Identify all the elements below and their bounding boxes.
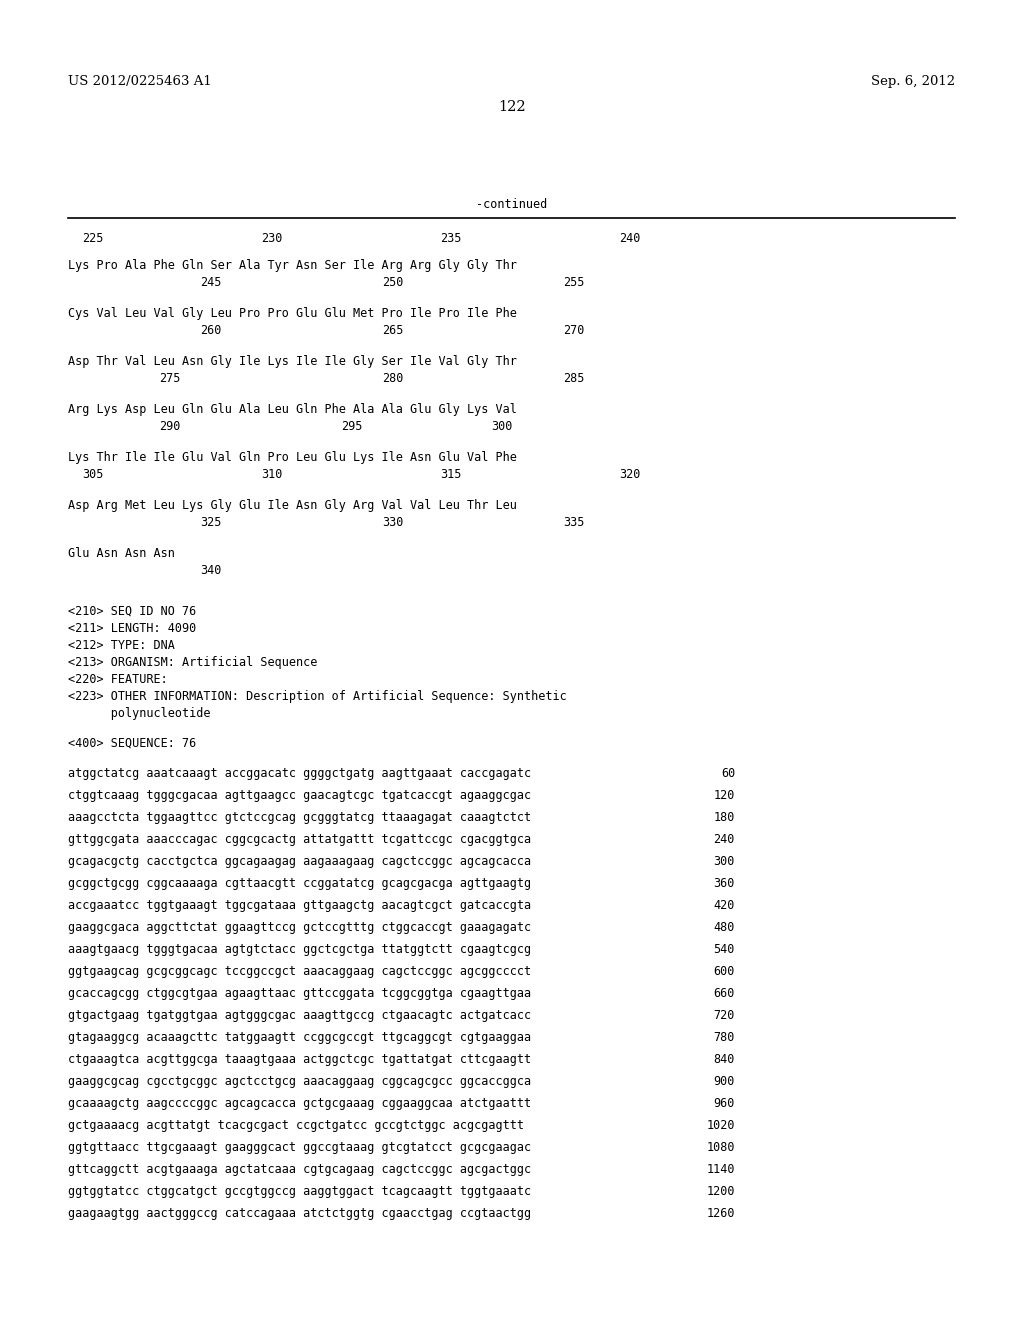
Text: gttcaggctt acgtgaaaga agctatcaaa cgtgcagaag cagctccggc agcgactggc: gttcaggctt acgtgaaaga agctatcaaa cgtgcag…	[68, 1163, 531, 1176]
Text: 720: 720	[714, 1008, 735, 1022]
Text: <223> OTHER INFORMATION: Description of Artificial Sequence: Synthetic: <223> OTHER INFORMATION: Description of …	[68, 690, 566, 704]
Text: 240: 240	[620, 232, 641, 246]
Text: 335: 335	[563, 516, 585, 529]
Text: 660: 660	[714, 987, 735, 1001]
Text: ctggtcaaag tgggcgacaa agttgaagcc gaacagtcgc tgatcaccgt agaaggcgac: ctggtcaaag tgggcgacaa agttgaagcc gaacagt…	[68, 789, 531, 803]
Text: gcggctgcgg cggcaaaaga cgttaacgtt ccggatatcg gcagcgacga agttgaagtg: gcggctgcgg cggcaaaaga cgttaacgtt ccggata…	[68, 876, 531, 890]
Text: 480: 480	[714, 921, 735, 935]
Text: 600: 600	[714, 965, 735, 978]
Text: 330: 330	[382, 516, 403, 529]
Text: 285: 285	[563, 372, 585, 385]
Text: gtgactgaag tgatggtgaa agtgggcgac aaagttgccg ctgaacagtc actgatcacc: gtgactgaag tgatggtgaa agtgggcgac aaagttg…	[68, 1008, 531, 1022]
Text: gaagaagtgg aactgggccg catccagaaa atctctggtg cgaacctgag ccgtaactgg: gaagaagtgg aactgggccg catccagaaa atctctg…	[68, 1206, 531, 1220]
Text: gaaggcgaca aggcttctat ggaagttccg gctccgtttg ctggcaccgt gaaagagatc: gaaggcgaca aggcttctat ggaagttccg gctccgt…	[68, 921, 531, 935]
Text: aaagtgaacg tgggtgacaa agtgtctacc ggctcgctga ttatggtctt cgaagtcgcg: aaagtgaacg tgggtgacaa agtgtctacc ggctcgc…	[68, 942, 531, 956]
Text: 245: 245	[200, 276, 221, 289]
Text: 1080: 1080	[707, 1140, 735, 1154]
Text: 420: 420	[714, 899, 735, 912]
Text: <210> SEQ ID NO 76: <210> SEQ ID NO 76	[68, 605, 197, 618]
Text: 780: 780	[714, 1031, 735, 1044]
Text: Glu Asn Asn Asn: Glu Asn Asn Asn	[68, 546, 175, 560]
Text: 280: 280	[382, 372, 403, 385]
Text: 265: 265	[382, 323, 403, 337]
Text: Asp Thr Val Leu Asn Gly Ile Lys Ile Ile Gly Ser Ile Val Gly Thr: Asp Thr Val Leu Asn Gly Ile Lys Ile Ile …	[68, 355, 517, 368]
Text: 1020: 1020	[707, 1119, 735, 1133]
Text: 180: 180	[714, 810, 735, 824]
Text: 1200: 1200	[707, 1185, 735, 1199]
Text: US 2012/0225463 A1: US 2012/0225463 A1	[68, 75, 212, 88]
Text: 255: 255	[563, 276, 585, 289]
Text: 310: 310	[261, 469, 283, 480]
Text: 900: 900	[714, 1074, 735, 1088]
Text: 305: 305	[82, 469, 103, 480]
Text: 290: 290	[159, 420, 180, 433]
Text: 540: 540	[714, 942, 735, 956]
Text: 360: 360	[714, 876, 735, 890]
Text: gtagaaggcg acaaagcttc tatggaagtt ccggcgccgt ttgcaggcgt cgtgaaggaa: gtagaaggcg acaaagcttc tatggaagtt ccggcgc…	[68, 1031, 531, 1044]
Text: 225: 225	[82, 232, 103, 246]
Text: ctgaaagtca acgttggcga taaagtgaaa actggctcgc tgattatgat cttcgaagtt: ctgaaagtca acgttggcga taaagtgaaa actggct…	[68, 1053, 531, 1067]
Text: 1260: 1260	[707, 1206, 735, 1220]
Text: 325: 325	[200, 516, 221, 529]
Text: accgaaatcc tggtgaaagt tggcgataaa gttgaagctg aacagtcgct gatcaccgta: accgaaatcc tggtgaaagt tggcgataaa gttgaag…	[68, 899, 531, 912]
Text: ggtgaagcag gcgcggcagc tccggccgct aaacaggaag cagctccggc agcggcccct: ggtgaagcag gcgcggcagc tccggccgct aaacagg…	[68, 965, 531, 978]
Text: 295: 295	[341, 420, 362, 433]
Text: ggtggtatcc ctggcatgct gccgtggccg aaggtggact tcagcaagtt tggtgaaatc: ggtggtatcc ctggcatgct gccgtggccg aaggtgg…	[68, 1185, 531, 1199]
Text: 120: 120	[714, 789, 735, 803]
Text: gcaccagcgg ctggcgtgaa agaagttaac gttccggata tcggcggtga cgaagttgaa: gcaccagcgg ctggcgtgaa agaagttaac gttccgg…	[68, 987, 531, 1001]
Text: 315: 315	[440, 469, 462, 480]
Text: Cys Val Leu Val Gly Leu Pro Pro Glu Glu Met Pro Ile Pro Ile Phe: Cys Val Leu Val Gly Leu Pro Pro Glu Glu …	[68, 308, 517, 319]
Text: Arg Lys Asp Leu Gln Glu Ala Leu Gln Phe Ala Ala Glu Gly Lys Val: Arg Lys Asp Leu Gln Glu Ala Leu Gln Phe …	[68, 403, 517, 416]
Text: atggctatcg aaatcaaagt accggacatc ggggctgatg aagttgaaat caccgagatc: atggctatcg aaatcaaagt accggacatc ggggctg…	[68, 767, 531, 780]
Text: <400> SEQUENCE: 76: <400> SEQUENCE: 76	[68, 737, 197, 750]
Text: gcagacgctg cacctgctca ggcagaagag aagaaagaag cagctccggc agcagcacca: gcagacgctg cacctgctca ggcagaagag aagaaag…	[68, 855, 531, 869]
Text: gctgaaaacg acgttatgt tcacgcgact ccgctgatcc gccgtctggc acgcgagttt: gctgaaaacg acgttatgt tcacgcgact ccgctgat…	[68, 1119, 524, 1133]
Text: <211> LENGTH: 4090: <211> LENGTH: 4090	[68, 622, 197, 635]
Text: -continued: -continued	[476, 198, 548, 211]
Text: 260: 260	[200, 323, 221, 337]
Text: Sep. 6, 2012: Sep. 6, 2012	[870, 75, 955, 88]
Text: <212> TYPE: DNA: <212> TYPE: DNA	[68, 639, 175, 652]
Text: Asp Arg Met Leu Lys Gly Glu Ile Asn Gly Arg Val Val Leu Thr Leu: Asp Arg Met Leu Lys Gly Glu Ile Asn Gly …	[68, 499, 517, 512]
Text: <213> ORGANISM: Artificial Sequence: <213> ORGANISM: Artificial Sequence	[68, 656, 317, 669]
Text: 1140: 1140	[707, 1163, 735, 1176]
Text: ggtgttaacc ttgcgaaagt gaagggcact ggccgtaaag gtcgtatcct gcgcgaagac: ggtgttaacc ttgcgaaagt gaagggcact ggccgta…	[68, 1140, 531, 1154]
Text: 250: 250	[382, 276, 403, 289]
Text: 320: 320	[620, 469, 641, 480]
Text: 840: 840	[714, 1053, 735, 1067]
Text: 230: 230	[261, 232, 283, 246]
Text: gaaggcgcag cgcctgcggc agctcctgcg aaacaggaag cggcagcgcc ggcaccggca: gaaggcgcag cgcctgcggc agctcctgcg aaacagg…	[68, 1074, 531, 1088]
Text: <220> FEATURE:: <220> FEATURE:	[68, 673, 168, 686]
Text: 122: 122	[499, 100, 525, 114]
Text: 240: 240	[714, 833, 735, 846]
Text: Lys Pro Ala Phe Gln Ser Ala Tyr Asn Ser Ile Arg Arg Gly Gly Thr: Lys Pro Ala Phe Gln Ser Ala Tyr Asn Ser …	[68, 259, 517, 272]
Text: 300: 300	[714, 855, 735, 869]
Text: gcaaaagctg aagccccggc agcagcacca gctgcgaaag cggaaggcaa atctgaattt: gcaaaagctg aagccccggc agcagcacca gctgcga…	[68, 1097, 531, 1110]
Text: gttggcgata aaacccagac cggcgcactg attatgattt tcgattccgc cgacggtgca: gttggcgata aaacccagac cggcgcactg attatga…	[68, 833, 531, 846]
Text: aaagcctcta tggaagttcc gtctccgcag gcgggtatcg ttaaagagat caaagtctct: aaagcctcta tggaagttcc gtctccgcag gcgggta…	[68, 810, 531, 824]
Text: Lys Thr Ile Ile Glu Val Gln Pro Leu Glu Lys Ile Asn Glu Val Phe: Lys Thr Ile Ile Glu Val Gln Pro Leu Glu …	[68, 451, 517, 465]
Text: 340: 340	[200, 564, 221, 577]
Text: polynucleotide: polynucleotide	[68, 708, 211, 719]
Text: 300: 300	[492, 420, 513, 433]
Text: 270: 270	[563, 323, 585, 337]
Text: 275: 275	[159, 372, 180, 385]
Text: 235: 235	[440, 232, 462, 246]
Text: 60: 60	[721, 767, 735, 780]
Text: 960: 960	[714, 1097, 735, 1110]
